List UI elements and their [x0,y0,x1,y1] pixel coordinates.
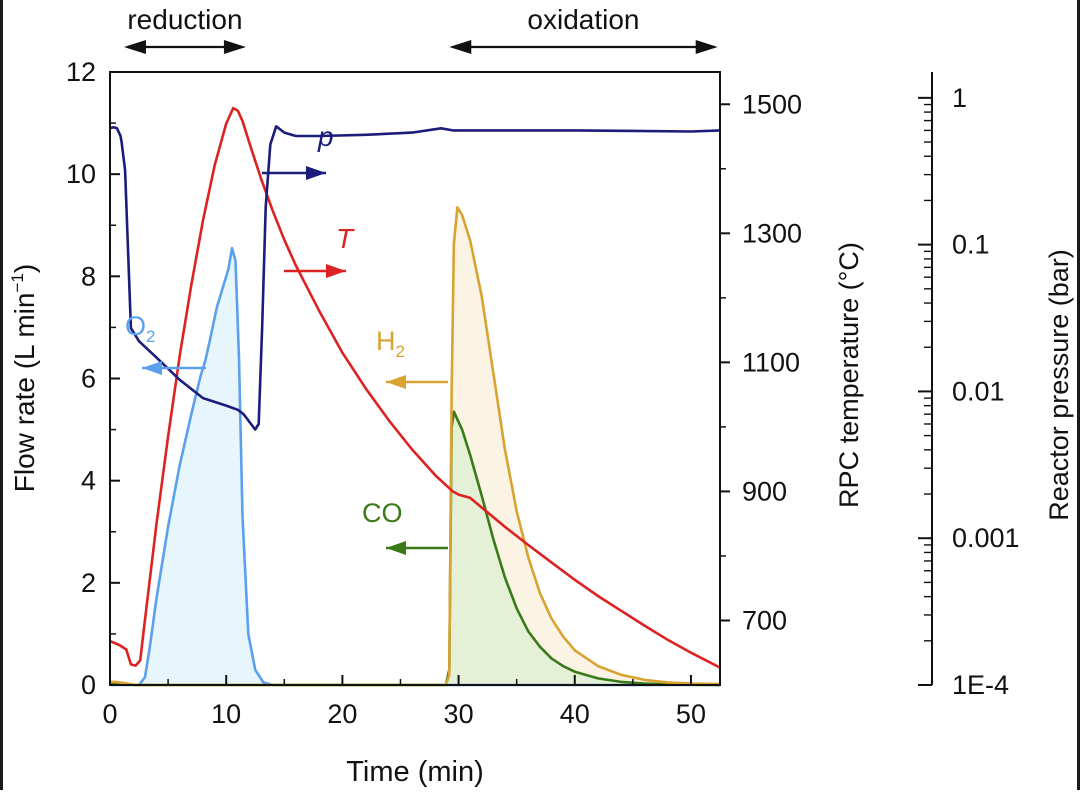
y-tick-label: 12 [66,57,96,87]
phase-markers: reduction oxidation [123,4,718,54]
phase-oxidation-label: oxidation [527,4,639,35]
x-axis-label: Time (min) [346,756,483,788]
pressure-tick-label: 1E-4 [952,670,1009,700]
H2-series-label: H2 [376,326,405,361]
o2-area-fill [110,248,720,685]
phase-oxidation-arrow-head-right [695,40,718,54]
axes: 0 10 20 30 40 50 0 2 4 6 8 10 12 700 900 1100 1300 1500 1 0… [66,57,1020,729]
O2-series-label: O2 [125,311,155,346]
h2-series-line [110,206,721,687]
p-series-line [109,125,721,431]
H2-label-sub: 2 [396,342,405,361]
y-tick-label: 10 [66,159,96,189]
p-series-label: p [317,121,334,152]
phase-reduction-arrow-head-right [223,40,246,54]
y-tick-label: 8 [81,261,96,291]
t-series-line [109,106,721,669]
p-arrow-head [306,166,326,180]
flow-axis-label-sup: −1 [8,273,27,292]
x-tick-label: 0 [102,699,117,729]
CO-arrow-head [386,541,406,555]
pressure-tick-label: 0.01 [952,376,1005,406]
x-tick-label: 10 [211,699,241,729]
x-tick-label: 20 [327,699,357,729]
temperature-tick-label: 1500 [742,89,802,119]
o2-series-line [110,246,720,687]
phase-oxidation-arrow-head-left [449,40,472,54]
O2-label-main: O [125,311,146,341]
y-tick-label: 6 [81,364,96,394]
pressure-tick-label: 1 [952,83,967,113]
flow-axis-label: Flow rate (L min−1) [8,264,40,492]
O2-label-sub: 2 [146,327,155,346]
axis-titles: Time (min) RPC temperature (°C) Reactor … [8,242,1074,788]
T-series-label: T [336,223,355,254]
phase-reduction-arrow-head-left [123,40,146,54]
x-tick-label: 50 [676,699,706,729]
temperature-tick-label: 1100 [742,347,800,377]
phase-reduction-label: reduction [127,4,242,35]
temperature-tick-label: 1300 [742,218,802,248]
O2-arrow-head [142,361,162,375]
temperature-tick-label: 700 [742,605,787,635]
H2-arrow-head [386,375,406,389]
y-tick-label: 0 [81,670,96,700]
pressure-tick-label: 0.001 [952,523,1020,553]
pressure-tick-label: 0.1 [952,230,990,260]
CO-series-label: CO [362,498,403,528]
area-fills [110,207,720,685]
temperature-tick-label: 900 [742,476,787,506]
y-tick-label: 2 [81,568,96,598]
H2-label-main: H [376,326,396,356]
flow-axis-label-main: Flow rate (L min [9,293,40,493]
pressure-axis-label: Reactor pressure (bar) [1044,249,1074,521]
flow-axis-label-end: ) [9,264,40,273]
T-arrow-head [326,264,346,278]
temperature-axis-label: RPC temperature (°C) [834,242,864,508]
y-tick-label: 4 [81,466,96,496]
x-tick-label: 40 [560,699,590,729]
x-tick-label: 30 [444,699,474,729]
